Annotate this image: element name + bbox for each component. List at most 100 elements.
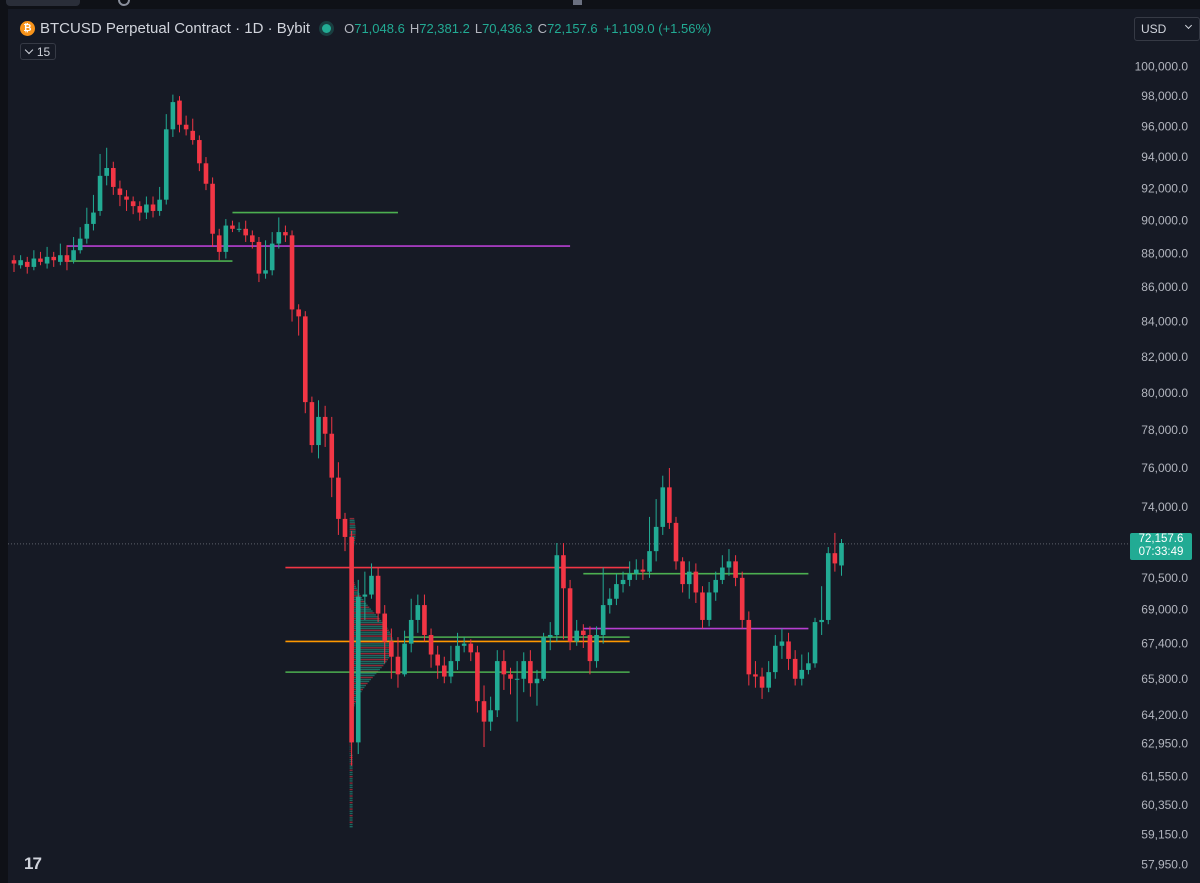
candle: [322, 405, 328, 447]
candle: [296, 304, 301, 336]
candle-body: [177, 100, 182, 125]
candle: [58, 243, 63, 266]
candle-body: [91, 212, 96, 224]
volume-profile-bar: [349, 627, 388, 630]
volume-profile-bar: [349, 593, 360, 595]
candle-body: [31, 258, 37, 267]
volume-profile-bar: [349, 645, 394, 647]
candle: [534, 669, 540, 706]
price-axis-label: 88,000.0: [1141, 247, 1188, 261]
volume-profile-bar: [349, 788, 353, 791]
candle-body: [44, 256, 50, 264]
volume-profile-bar: [349, 773, 353, 776]
candle: [468, 639, 474, 662]
candle-body: [653, 526, 659, 552]
candle: [355, 579, 361, 755]
candle-body: [660, 487, 666, 527]
price-axis-label: 100,000.0: [1135, 60, 1189, 74]
candle: [481, 685, 487, 748]
candle: [203, 157, 209, 191]
candle: [594, 626, 599, 668]
ohlc-open-key: O: [344, 20, 355, 36]
volume-profile-bar: [349, 668, 381, 671]
candle: [408, 598, 414, 653]
volume-profile-bar: [349, 793, 353, 795]
candle-body: [309, 402, 315, 446]
candle-body: [614, 584, 619, 599]
candle: [607, 588, 613, 614]
candle: [819, 586, 824, 635]
candle: [726, 549, 732, 576]
volume-profile-bar: [349, 610, 373, 612]
candle-body: [448, 661, 454, 677]
bitcoin-icon: ₿: [20, 20, 35, 36]
volume-profile-bar: [349, 637, 393, 639]
candle-body: [720, 567, 725, 580]
price-axis-label: 76,000.0: [1141, 461, 1188, 475]
candle-body: [38, 258, 43, 262]
volume-profile-bar: [349, 746, 351, 748]
candle-body: [283, 232, 288, 236]
volume-profile-bar: [349, 676, 373, 679]
price-axis-label: 62,950.0: [1141, 737, 1188, 751]
symbol-legend[interactable]: ₿ BTCUSD Perpetual Contract · 1D · Bybit…: [20, 17, 711, 39]
candle-body: [773, 645, 778, 673]
candle-body: [494, 661, 500, 711]
candle-body: [170, 102, 176, 130]
candle: [620, 571, 626, 593]
tradingview-logo[interactable]: 17: [24, 854, 42, 873]
candle-body: [594, 634, 599, 662]
price-axis-label: 57,950.0: [1141, 858, 1188, 872]
candle: [600, 567, 606, 644]
candle-body: [547, 634, 553, 638]
ohlc-high-key: H: [409, 20, 420, 36]
volume-profile-bar: [349, 744, 351, 746]
volume-profile-bar: [349, 812, 353, 815]
price-axis-label: 74,000.0: [1141, 500, 1188, 514]
candle: [362, 571, 368, 620]
candle-body: [693, 571, 699, 593]
candle-body: [686, 571, 692, 585]
volume-profile-bar: [349, 612, 375, 614]
browser-tab[interactable]: [6, 0, 80, 6]
volume-profile-bar: [349, 771, 353, 774]
volume-profile-bar: [349, 639, 394, 641]
volume-profile-bar: [349, 694, 360, 697]
scroll-thumb[interactable]: [573, 0, 582, 5]
candle-body: [11, 260, 17, 264]
volume-profile-bar: [349, 769, 353, 771]
candle: [395, 637, 401, 688]
volume-profile-bar: [349, 526, 356, 529]
ohlc-open-value: 71,048.6: [354, 20, 405, 36]
candle-body: [554, 555, 560, 635]
volume-profile-bar: [349, 799, 353, 802]
candle-body: [633, 569, 639, 574]
price-axis-label: 65,800.0: [1141, 672, 1188, 686]
candle-body: [819, 619, 824, 623]
volume-profile-bar: [349, 658, 389, 661]
indicator-collapse-button[interactable]: 15: [20, 43, 56, 60]
symbol-title[interactable]: BTCUSD Perpetual Contract · 1D · Bybit: [40, 19, 311, 37]
browser-refresh-icon[interactable]: [118, 0, 130, 6]
volume-profile-bar: [349, 791, 353, 793]
volume-profile-bar: [349, 523, 356, 525]
candle: [150, 196, 156, 218]
candle: [369, 563, 374, 599]
candle-body: [355, 596, 361, 743]
candle-body: [726, 561, 732, 568]
volume-profile-bar: [349, 797, 353, 799]
currency-select[interactable]: USD: [1134, 17, 1200, 41]
candle: [779, 628, 785, 659]
candle-body: [461, 643, 467, 646]
candle-body: [534, 678, 540, 684]
candle-body: [230, 225, 235, 229]
candle: [236, 222, 242, 233]
price-axis-label: 60,350.0: [1141, 798, 1188, 812]
price-axis-label: 59,150.0: [1141, 828, 1188, 842]
candle: [561, 543, 566, 640]
candle-body: [786, 641, 791, 659]
candle: [653, 499, 659, 562]
candle-body: [806, 663, 811, 670]
candle-body: [706, 592, 712, 620]
